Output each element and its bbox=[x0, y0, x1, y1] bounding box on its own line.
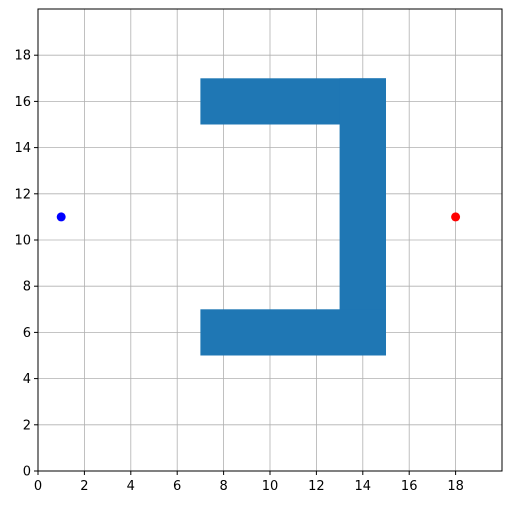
y-tick-label: 12 bbox=[14, 187, 31, 202]
x-tick-label: 10 bbox=[262, 479, 279, 494]
markers bbox=[56, 212, 461, 222]
y-tick-label: 4 bbox=[23, 372, 31, 387]
y-tick-label: 8 bbox=[23, 280, 31, 295]
x-tick-label: 6 bbox=[173, 479, 181, 494]
y-tick-label: 18 bbox=[14, 49, 31, 64]
y-tick-label: 16 bbox=[14, 95, 31, 110]
x-tick-label: 8 bbox=[219, 479, 227, 494]
x-tick-label: 16 bbox=[401, 479, 418, 494]
y-tick-label: 2 bbox=[23, 418, 31, 433]
y-tick-label: 6 bbox=[23, 326, 31, 341]
obstacle-walls bbox=[200, 78, 386, 356]
y-tick-label: 0 bbox=[23, 465, 31, 480]
x-tick-label: 2 bbox=[80, 479, 88, 494]
axis-ticks: 0 2 4 6 8 10 12 14 16 18 0 2 4 6 8 10 12 14 16 18 bbox=[14, 49, 463, 494]
x-tick-label: 14 bbox=[355, 479, 372, 494]
x-tick-label: 12 bbox=[308, 479, 325, 494]
y-tick-label: 10 bbox=[14, 234, 31, 249]
x-tick-label: 18 bbox=[447, 479, 464, 494]
x-tick-label: 0 bbox=[34, 479, 42, 494]
point-marker bbox=[451, 212, 461, 222]
point-marker bbox=[56, 212, 66, 222]
x-tick-label: 4 bbox=[127, 479, 135, 494]
obstacle-segment bbox=[200, 309, 386, 356]
y-tick-label: 14 bbox=[14, 141, 31, 156]
